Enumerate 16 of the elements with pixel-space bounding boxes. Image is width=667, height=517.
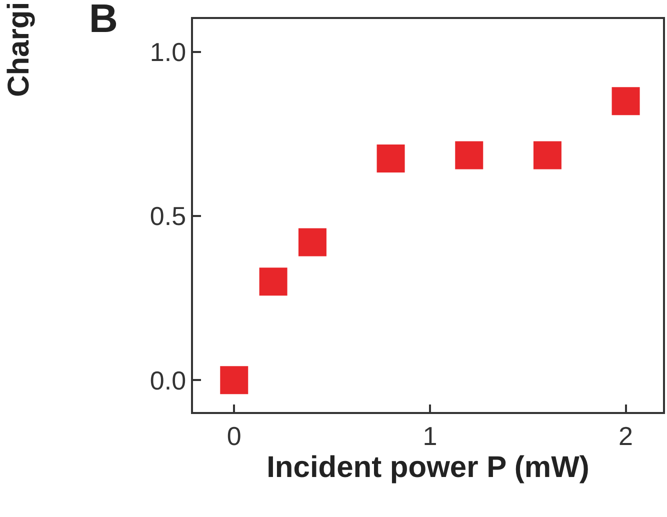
point xyxy=(259,268,288,296)
x-tick-label: 0 xyxy=(226,420,242,451)
y-tick-label: 1.0 xyxy=(150,36,186,67)
y-tick-label: 0.0 xyxy=(150,365,186,396)
x-tick-label: 2 xyxy=(618,420,634,451)
point xyxy=(612,87,640,116)
point xyxy=(220,366,248,394)
y-axis-title: Chargi xyxy=(2,2,36,97)
point xyxy=(455,141,484,170)
x-tick-label: 1 xyxy=(422,420,438,451)
point xyxy=(376,144,405,173)
point xyxy=(298,228,326,256)
point xyxy=(533,141,562,170)
chart-title: B xyxy=(89,0,118,41)
x-axis-title: Incident power P (mW) xyxy=(266,450,590,484)
y-tick-label: 0.5 xyxy=(150,201,186,232)
